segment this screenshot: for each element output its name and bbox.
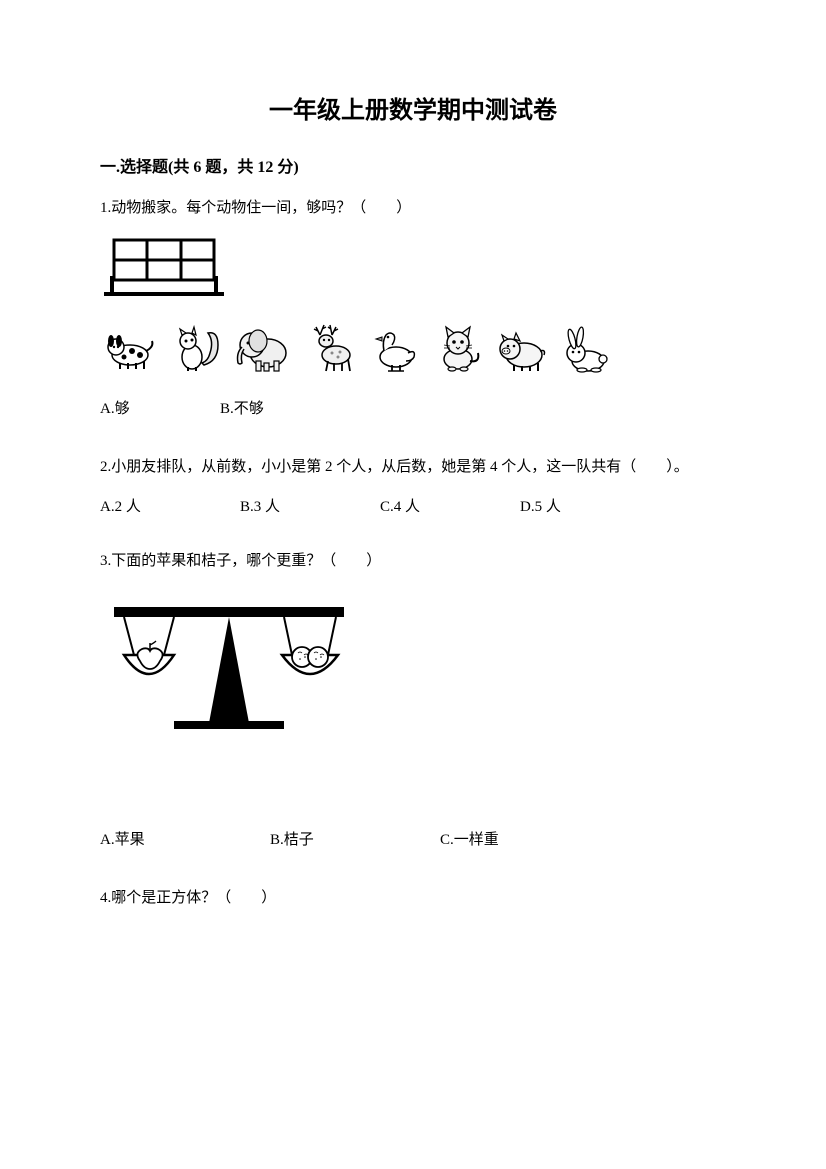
section-header: 一.选择题(共 6 题，共 12 分) (100, 153, 726, 177)
q2-option-b: B.3 人 (240, 495, 380, 516)
q3-option-a: A.苹果 (100, 828, 270, 849)
page-title: 一年级上册数学期中测试卷 (100, 90, 726, 125)
cat-icon (430, 321, 486, 373)
house-image (104, 236, 726, 301)
q2-option-c: C.4 人 (380, 495, 520, 516)
squirrel-icon (166, 321, 222, 373)
q1-option-a: A.够 (100, 397, 220, 418)
question-3: 3.下面的苹果和桔子，哪个更重？（ ） (100, 548, 726, 575)
duck-icon (366, 321, 422, 373)
q1-option-b: B.不够 (220, 397, 264, 418)
q1-options: A.够 B.不够 (100, 397, 726, 418)
q2-options: A.2 人 B.3 人 C.4 人 D.5 人 (100, 495, 726, 516)
question-4: 4.哪个是正方体？（ ） (100, 885, 726, 912)
q3-options: A.苹果 B.桔子 C.一样重 (100, 828, 726, 849)
q3-option-c: C.一样重 (440, 828, 499, 849)
deer-icon (302, 321, 358, 373)
q2-option-a: A.2 人 (100, 495, 240, 516)
question-2: 2.小朋友排队，从前数，小小是第 2 个人，从后数，她是第 4 个人，这一队共有… (100, 454, 726, 481)
animals-row (102, 321, 726, 373)
rabbit-icon (558, 321, 614, 373)
q2-option-d: D.5 人 (520, 495, 561, 516)
dog-icon (102, 321, 158, 373)
pig-icon (494, 321, 550, 373)
question-1: 1.动物搬家。每个动物住一间，够吗？（ ） (100, 195, 726, 222)
elephant-icon (230, 321, 294, 373)
q3-option-b: B.桔子 (270, 828, 440, 849)
scale-image (104, 593, 726, 768)
